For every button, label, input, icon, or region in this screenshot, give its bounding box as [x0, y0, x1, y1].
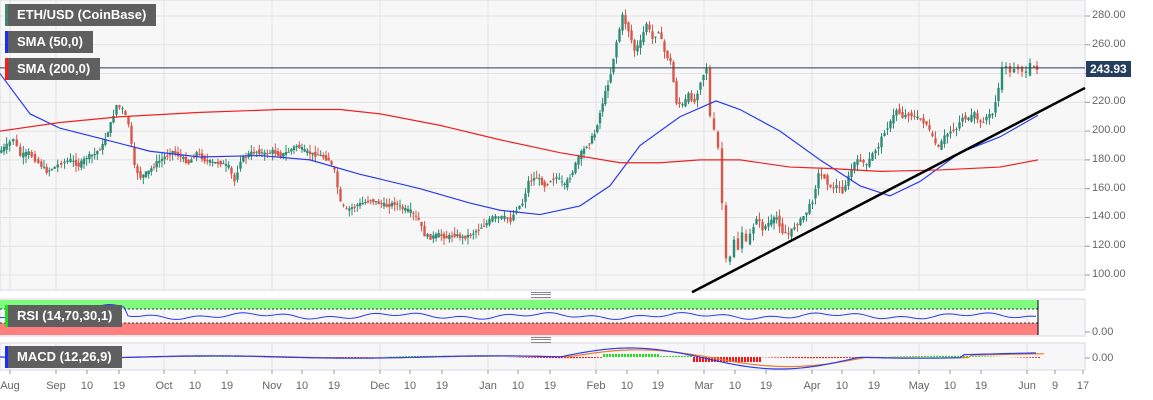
x-tick-label: 10 — [728, 380, 742, 392]
legend-label: SMA (200,0) — [17, 61, 91, 76]
legend-rsi[interactable]: RSI (14,70,30,1) — [5, 305, 123, 327]
sub-indicators — [0, 300, 1045, 370]
x-tick-label: Jan — [479, 380, 497, 392]
x-tick-label: 19 — [327, 380, 341, 392]
x-tick-label: 10 — [943, 380, 957, 392]
legend-macd[interactable]: MACD (12,26,9) — [5, 346, 122, 368]
x-tick-label: Sep — [46, 380, 66, 392]
x-tick-label: 19 — [651, 380, 665, 392]
x-tick-label: Mar — [694, 380, 714, 392]
x-tick-label: 9 — [1051, 380, 1059, 392]
rsi-pane-resize-handle[interactable] — [531, 292, 551, 298]
legend-sma200[interactable]: SMA (200,0) — [5, 58, 101, 80]
x-tick-label: 19 — [974, 380, 988, 392]
x-tick-label: 10 — [511, 380, 525, 392]
x-tick-label: 19 — [112, 380, 126, 392]
x-tick-label: May — [908, 380, 930, 392]
legend-color-swatch — [5, 31, 8, 53]
y-tick-label: 100.00 — [1092, 268, 1126, 280]
legend-label: SMA (50,0) — [17, 34, 83, 49]
x-tick-label: 19 — [435, 380, 449, 392]
legend-color-swatch — [5, 58, 8, 80]
y-tick-label: 120.00 — [1092, 239, 1126, 252]
x-tick-label: 10 — [80, 380, 94, 392]
x-tick-label: 19 — [867, 380, 881, 392]
legend-label: ETH/USD (CoinBase) — [17, 7, 147, 22]
x-tick-label: 10 — [403, 380, 417, 392]
y-tick-label: 140.00 — [1092, 210, 1126, 223]
x-tick-label: 10 — [835, 380, 849, 392]
x-tick-label: Feb — [586, 380, 606, 392]
legend-sma50[interactable]: SMA (50,0) — [5, 31, 93, 53]
x-tick-label: 19 — [543, 380, 557, 392]
legend-color-swatch — [5, 4, 8, 26]
indicator-lines — [0, 67, 1086, 294]
x-tick-label: Jun — [1018, 380, 1036, 392]
y-tick-label: 260.00 — [1092, 37, 1126, 50]
rsi-axis-label: 0.00 — [1092, 326, 1114, 338]
candlesticks — [0, 9, 1039, 266]
current-price-tag: 243.93 — [1086, 61, 1131, 77]
legend-eth-usd[interactable]: ETH/USD (CoinBase) — [5, 4, 157, 26]
legend-color-swatch — [5, 346, 8, 368]
x-tick-label: 17 — [1076, 380, 1090, 392]
x-tick-label: Oct — [155, 380, 173, 392]
x-tick-label: Dec — [370, 380, 390, 392]
x-tick-label: 10 — [295, 380, 309, 392]
y-tick-label: 180.00 — [1092, 152, 1126, 165]
x-tick-label: 19 — [759, 380, 773, 392]
x-tick-label: 19 — [220, 380, 234, 392]
y-tick-label: 160.00 — [1092, 181, 1126, 194]
y-tick-label: 280.00 — [1092, 9, 1126, 21]
y-tick-label: 200.00 — [1092, 124, 1126, 137]
x-tick-label: Nov — [262, 380, 282, 392]
legend-label: RSI (14,70,30,1) — [17, 308, 113, 323]
x-tick-label: Apr — [803, 380, 821, 392]
legend-label: MACD (12,26,9) — [17, 349, 112, 364]
x-tick-label: Aug — [0, 380, 20, 392]
axes — [9, 15, 1090, 374]
x-tick-label: 10 — [188, 380, 202, 392]
legend-color-swatch — [5, 305, 8, 327]
macd-pane-resize-handle[interactable] — [531, 337, 551, 343]
x-tick-label: 10 — [620, 380, 634, 392]
macd-axis-label: 0.00 — [1092, 352, 1114, 364]
y-tick-label: 220.00 — [1092, 95, 1126, 108]
